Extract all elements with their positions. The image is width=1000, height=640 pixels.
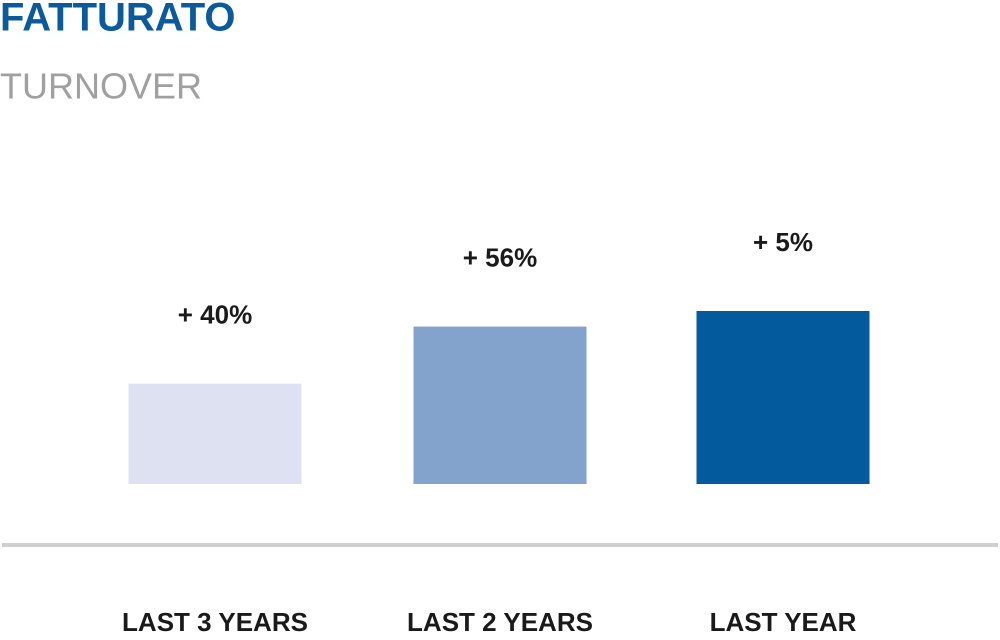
bar-annotation: + 56% [463, 242, 537, 272]
x-tick-label: LAST YEAR [710, 607, 857, 635]
x-tick-label: LAST 2 YEARS [407, 607, 593, 635]
x-tick-label: LAST 3 YEARS [122, 607, 308, 635]
bar [413, 326, 587, 484]
chart-subtitle: TURNOVER [0, 66, 202, 107]
bar [128, 383, 302, 484]
bar-annotation: + 5% [753, 227, 813, 257]
bar [696, 311, 870, 484]
bar-annotation: + 40% [178, 300, 252, 330]
chart-title: FATTURATO [0, 0, 236, 40]
